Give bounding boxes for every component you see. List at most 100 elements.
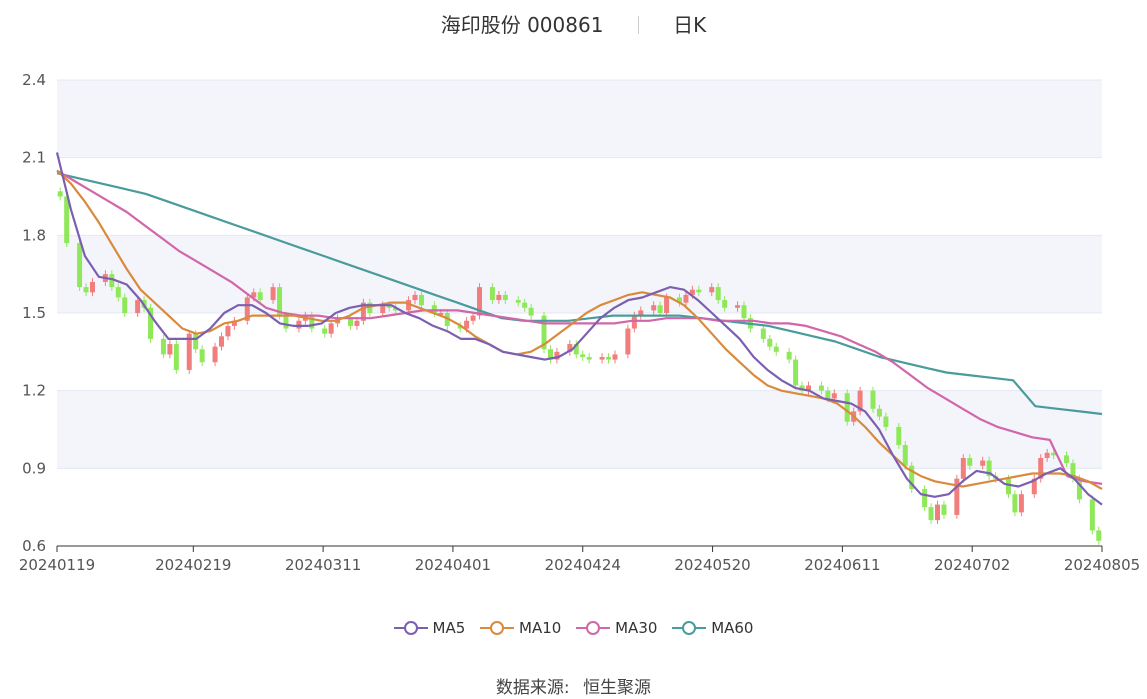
candle-body (231, 320, 237, 326)
source-label: 数据来源: (495, 678, 570, 698)
candle-body (580, 354, 586, 358)
candle-body (515, 300, 521, 303)
candle-body (496, 294, 502, 301)
candle-body (1038, 457, 1044, 479)
legend-label-ma10: MA10 (519, 619, 562, 637)
legend-item-ma60[interactable]: MA60 (672, 619, 753, 637)
y-tick-label: 1.2 (22, 382, 46, 400)
candle-body (322, 328, 328, 334)
candle-body (225, 325, 231, 337)
candle-body (870, 390, 876, 409)
candle-body (270, 287, 276, 301)
candle-body (1012, 494, 1018, 513)
candle-body (283, 315, 289, 329)
candle-body (573, 344, 579, 355)
candle-body (941, 504, 947, 515)
candle-body (586, 357, 592, 360)
candle-body (883, 416, 889, 427)
x-axis: 20240119 20240219 20240311 20240401 20240424… (19, 545, 1140, 574)
band-5 (57, 80, 1102, 158)
candle-body (786, 351, 792, 360)
candle-body (1089, 499, 1095, 531)
candle-body (122, 297, 128, 313)
candle-body (567, 344, 573, 352)
candle-body (767, 338, 773, 347)
legend-marker-ma10 (480, 621, 515, 635)
moving-average-lines (55, 152, 1103, 506)
ma5-line (55, 152, 1103, 506)
x-tick-label: 20240805 (1064, 556, 1140, 574)
candle-body (1005, 478, 1011, 495)
candle-body (89, 281, 95, 293)
legend-item-ma10[interactable]: MA10 (480, 619, 561, 637)
candle-body (935, 504, 941, 521)
candle-body (980, 460, 986, 466)
candle-body (418, 294, 424, 306)
x-tick-label: 20240424 (545, 556, 621, 574)
grid-lines (57, 79, 1102, 547)
candle-body (160, 338, 166, 355)
candle-body (696, 289, 702, 293)
background-bands (57, 80, 1102, 469)
x-tick-label: 20240520 (674, 556, 750, 574)
chart-period: 日K (673, 12, 707, 37)
candle-body (606, 357, 612, 360)
chart-header: 海印股份 000861 日K (0, 6, 1147, 40)
kline-chart: 0.60.91.21.51.82.12.4 20240119 20240219 20… (19, 71, 1140, 574)
y-tick-label: 2.4 (22, 71, 46, 89)
x-tick-label: 20240702 (934, 556, 1010, 574)
candle-body (818, 385, 824, 391)
legend-label-ma30: MA30 (615, 619, 658, 637)
candle-body (193, 333, 199, 350)
y-axis: 0.6 0.9 1.2 1.5 1.8 2.1 2.4 (22, 71, 46, 555)
candle-body (380, 305, 386, 313)
candle-body (657, 305, 663, 313)
x-tick-label: 20240119 (19, 556, 95, 574)
candle-body (148, 307, 154, 339)
candle-body (773, 346, 779, 352)
candle-body (199, 349, 205, 363)
y-tick-label: 0.9 (22, 459, 46, 477)
candle-body (470, 315, 476, 321)
legend: MA5 MA10 MA30 MA60 (0, 619, 1147, 639)
candle-body (954, 478, 960, 515)
candle-body (277, 287, 283, 316)
candle-body (1096, 530, 1102, 541)
candle-body (1018, 494, 1024, 513)
candle-body (360, 302, 366, 321)
band-3 (57, 235, 1102, 313)
legend-item-ma30[interactable]: MA30 (576, 619, 657, 637)
candle-body (909, 465, 915, 490)
y-tick-label: 2.1 (22, 149, 46, 167)
x-tick-label: 20240611 (804, 556, 880, 574)
candle-body (115, 287, 121, 298)
candle-body (296, 320, 302, 329)
legend-marker-ma5 (393, 621, 428, 635)
candle-body (64, 196, 70, 244)
candle-body (173, 344, 179, 370)
candle-body (844, 393, 850, 422)
candle-body (967, 457, 973, 466)
candle-body (715, 287, 721, 301)
candle-body (547, 349, 553, 360)
candle-body (541, 315, 547, 350)
candle-body (960, 457, 966, 479)
candle-body (651, 305, 657, 311)
candle-body (612, 354, 618, 360)
candle-body (218, 336, 224, 347)
candle-body (722, 300, 728, 308)
candle-body (457, 325, 463, 329)
candle-body (406, 300, 412, 311)
candle-body (735, 305, 741, 308)
candle-body (1031, 478, 1037, 495)
candle-body (805, 385, 811, 391)
candle-body (709, 287, 715, 293)
candle-body (793, 359, 799, 386)
candle-body (212, 346, 218, 363)
legend-item-ma5[interactable]: MA5 (393, 619, 465, 637)
x-tick-label: 20240311 (285, 556, 361, 574)
ma30-line (56, 169, 1103, 485)
candle-body (502, 294, 508, 301)
candle-body (857, 390, 863, 412)
band-1 (57, 390, 1102, 469)
